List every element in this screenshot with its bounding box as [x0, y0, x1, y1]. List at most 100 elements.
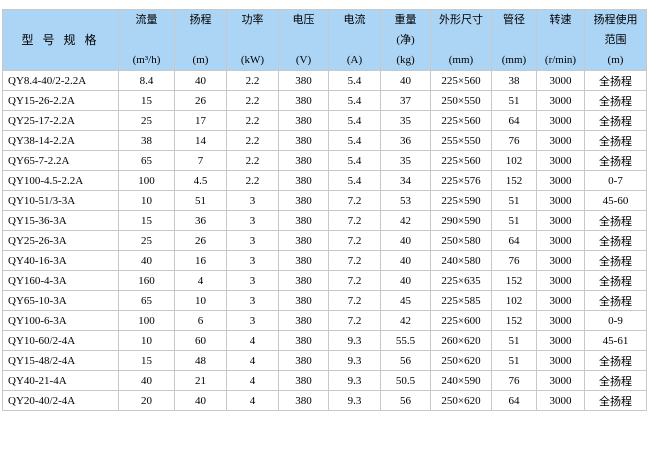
table-row: QY38-14-2.2A 38 14 2.2 380 5.4 36 255×550 76 3000…: [3, 131, 646, 150]
value-cell: 51: [492, 191, 536, 210]
header-line: 流量: [135, 14, 158, 26]
model-cell: QY20-40/2-4A: [3, 391, 118, 410]
value-cell: 152: [492, 271, 536, 290]
value-cell: 全扬程: [585, 151, 646, 170]
value-cell: 5.4: [329, 151, 380, 170]
value-cell: 全扬程: [585, 111, 646, 130]
value-cell: 全扬程: [585, 391, 646, 410]
header-line: (V): [295, 54, 312, 66]
value-cell: 全扬程: [585, 131, 646, 150]
value-cell: 40: [381, 251, 430, 270]
header-col: 扬程 (m): [175, 10, 226, 70]
value-cell: 225×560: [431, 151, 491, 170]
value-cell: 48: [175, 351, 226, 370]
header-line: (kW): [240, 54, 265, 66]
value-cell: 64: [492, 231, 536, 250]
value-cell: 5.4: [329, 91, 380, 110]
value-cell: 225×590: [431, 191, 491, 210]
model-cell: QY100-6-3A: [3, 311, 118, 330]
value-cell: 4: [175, 271, 226, 290]
header-line: 功率: [241, 14, 264, 26]
value-cell: 8.4: [119, 71, 174, 90]
value-cell: 380: [279, 131, 328, 150]
header-line: [119, 30, 174, 50]
value-cell: 225×600: [431, 311, 491, 330]
table-row: QY15-26-2.2A 15 26 2.2 380 5.4 37 250×550 51 3000…: [3, 91, 646, 110]
value-cell: 2.2: [227, 151, 278, 170]
value-cell: 7.2: [329, 251, 380, 270]
value-cell: 2.2: [227, 71, 278, 90]
value-cell: 152: [492, 311, 536, 330]
value-cell: 380: [279, 111, 328, 130]
model-cell: QY10-51/3-3A: [3, 191, 118, 210]
table-row: QY15-36-3A 15 36 3 380 7.2 42 290×590 51 3000 全扬程: [3, 211, 646, 230]
value-cell: 9.3: [329, 351, 380, 370]
value-cell: 380: [279, 71, 328, 90]
value-cell: 380: [279, 291, 328, 310]
value-cell: 10: [119, 331, 174, 350]
value-cell: 380: [279, 331, 328, 350]
header-line: (A): [346, 54, 363, 66]
value-cell: 3000: [537, 131, 584, 150]
header-line: [329, 30, 380, 50]
value-cell: 60: [175, 331, 226, 350]
value-cell: 76: [492, 251, 536, 270]
value-cell: 3000: [537, 391, 584, 410]
value-cell: 45-61: [585, 331, 646, 350]
value-cell: 3000: [537, 291, 584, 310]
model-cell: QY40-21-4A: [3, 371, 118, 390]
header-line: 扬程: [189, 14, 212, 26]
value-cell: 3000: [537, 351, 584, 370]
pump-spec-table: 型 号 规 格流量 (m³/h) 扬程 (m) 功率 (kW) 电压 (V) 电流 (A…: [2, 9, 647, 411]
value-cell: 65: [119, 291, 174, 310]
value-cell: 3000: [537, 171, 584, 190]
value-cell: 10: [119, 191, 174, 210]
value-cell: 56: [381, 351, 430, 370]
value-cell: 45: [381, 291, 430, 310]
value-cell: 380: [279, 311, 328, 330]
value-cell: 5.4: [329, 131, 380, 150]
header-col: 扬程使用 范围 (m): [585, 10, 646, 70]
value-cell: 152: [492, 171, 536, 190]
header-line: 转速: [549, 14, 572, 26]
value-cell: 3: [227, 271, 278, 290]
header-line: (mm): [501, 54, 527, 66]
value-cell: 40: [381, 231, 430, 250]
table-row: QY15-48/2-4A 15 48 4 380 9.3 56 250×620 51 3000 全扬…: [3, 351, 646, 370]
value-cell: 380: [279, 271, 328, 290]
value-cell: 全扬程: [585, 251, 646, 270]
value-cell: 25: [119, 111, 174, 130]
value-cell: 102: [492, 291, 536, 310]
value-cell: 全扬程: [585, 211, 646, 230]
value-cell: 380: [279, 191, 328, 210]
value-cell: 15: [119, 351, 174, 370]
value-cell: 0-9: [585, 311, 646, 330]
value-cell: 9.3: [329, 391, 380, 410]
value-cell: 7.2: [329, 291, 380, 310]
table-row: QY40-21-4A 40 21 4 380 9.3 50.5 240×590 76 3000 全扬…: [3, 371, 646, 390]
header-line: 外形尺寸: [439, 14, 483, 26]
value-cell: 250×580: [431, 231, 491, 250]
value-cell: 250×620: [431, 391, 491, 410]
header-line: 管径: [503, 14, 525, 26]
header-col: 重量 (净) (kg): [381, 10, 430, 70]
model-cell: QY25-17-2.2A: [3, 111, 118, 130]
value-cell: 6: [175, 311, 226, 330]
value-cell: 3000: [537, 311, 584, 330]
value-cell: 255×550: [431, 131, 491, 150]
value-cell: 240×580: [431, 251, 491, 270]
model-cell: QY100-4.5-2.2A: [3, 171, 118, 190]
header-line: [227, 30, 278, 50]
value-cell: 380: [279, 231, 328, 250]
value-cell: 380: [279, 151, 328, 170]
value-cell: 5.4: [329, 171, 380, 190]
value-cell: 5.4: [329, 71, 380, 90]
value-cell: 42: [381, 211, 430, 230]
value-cell: 4: [227, 391, 278, 410]
value-cell: 290×590: [431, 211, 491, 230]
table-row: QY8.4-40/2-2.2A 8.4 40 2.2 380 5.4 40 225×560 38…: [3, 71, 646, 90]
table-row: QY20-40/2-4A 20 40 4 380 9.3 56 250×620 64 3000 全扬…: [3, 391, 646, 410]
value-cell: 全扬程: [585, 291, 646, 310]
value-cell: 7.2: [329, 211, 380, 230]
value-cell: 3000: [537, 71, 584, 90]
